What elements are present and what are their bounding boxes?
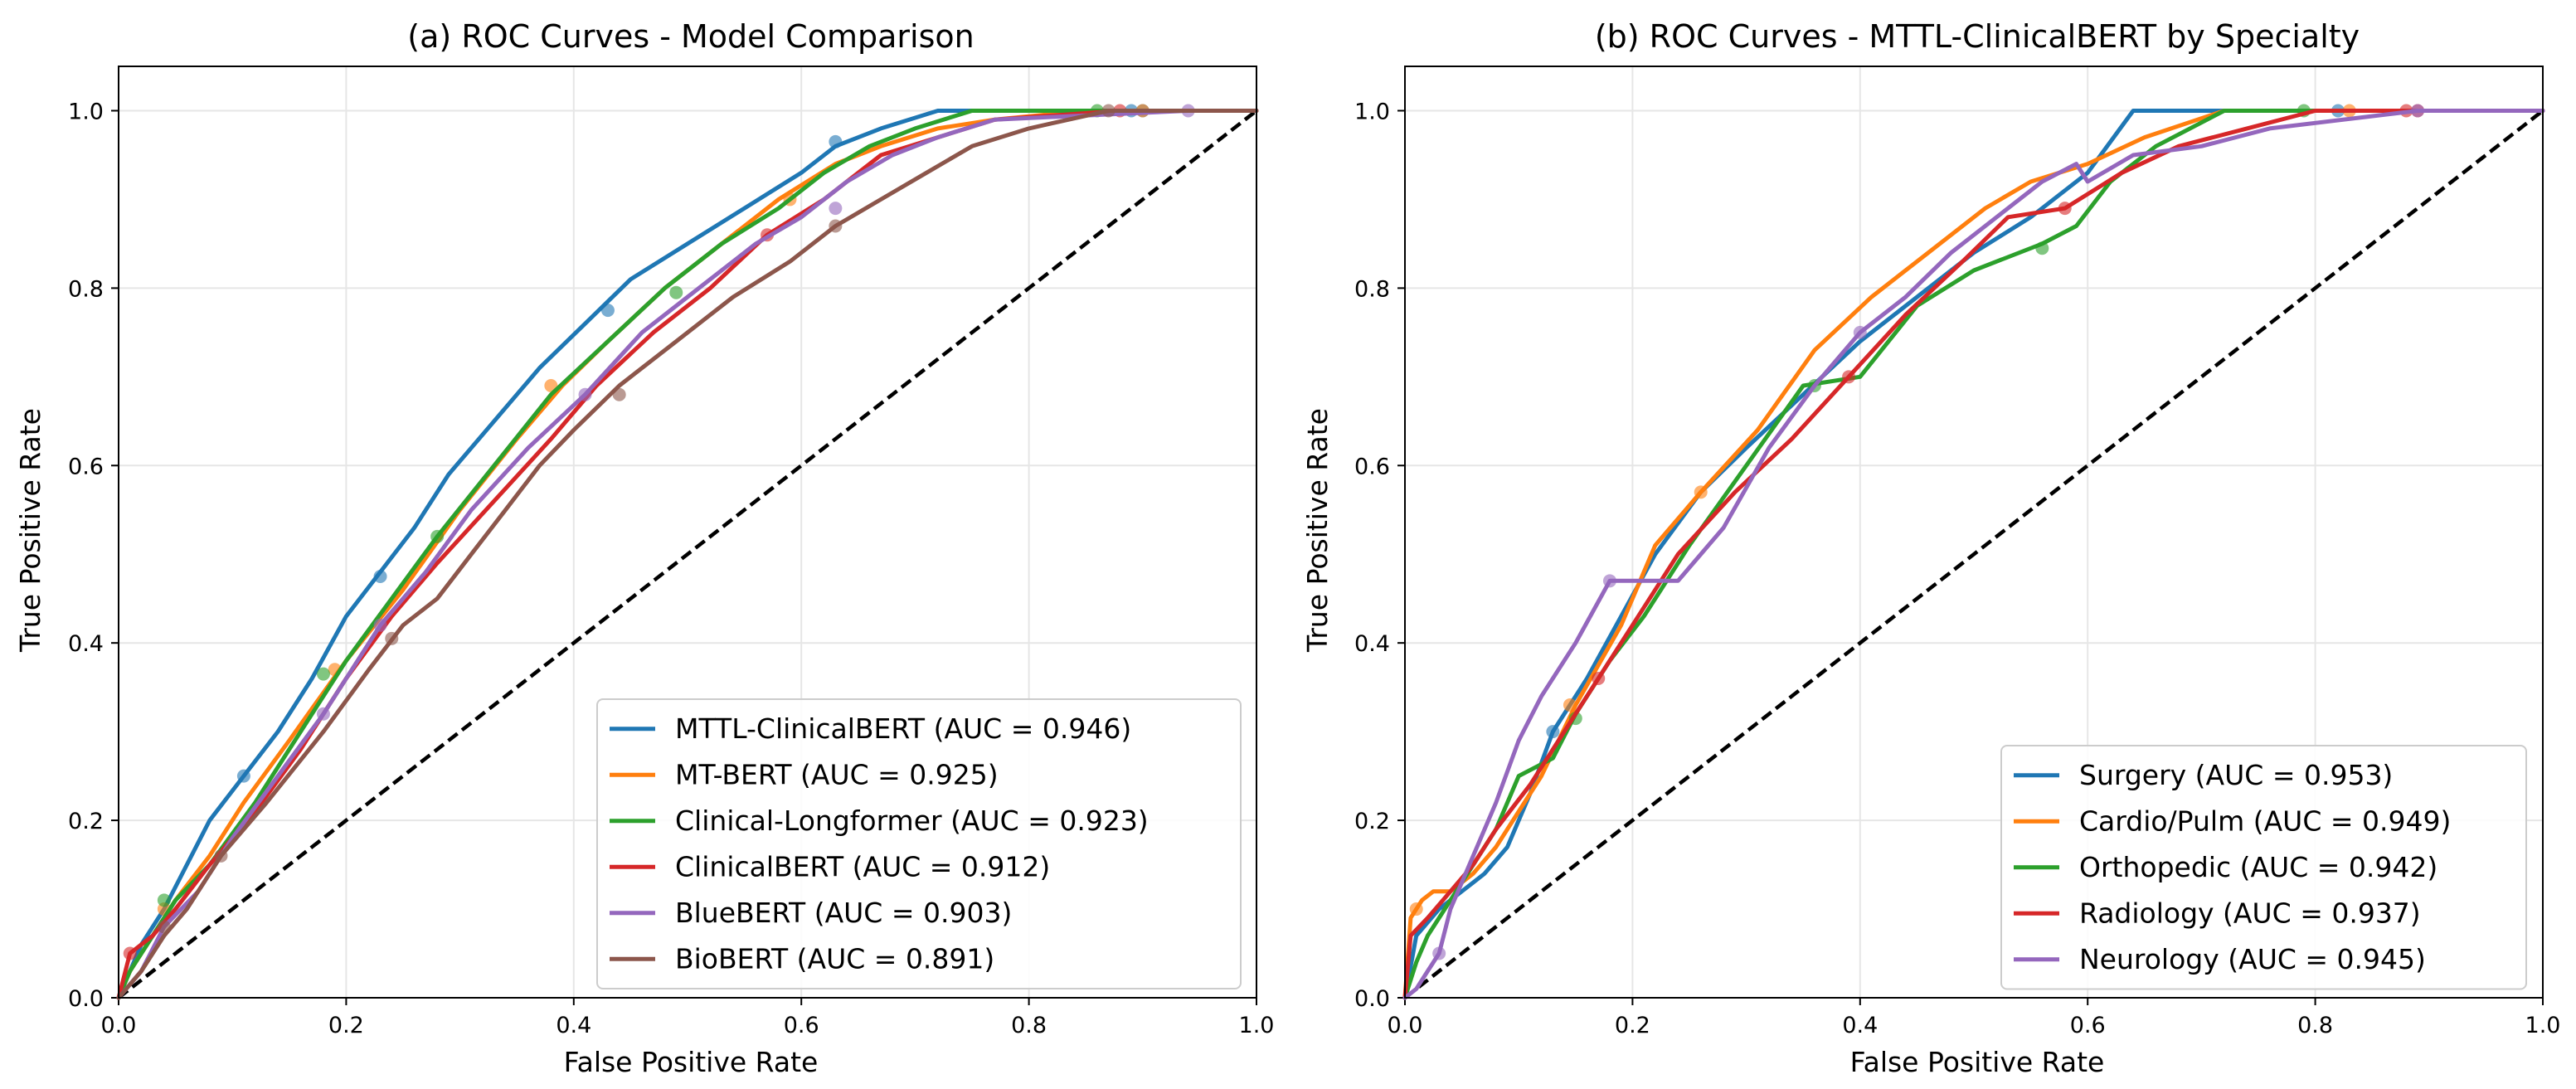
panel-a-series-2-threshold-point-1 [316,667,330,681]
panel-b-xtick-label-0.2: 0.2 [1615,1013,1650,1038]
panel-a-x-axis-label: False Positive Rate [564,1046,819,1078]
panel-a-series-line-0 [116,109,1259,1000]
panel-a-roc-model-comparison: (a) ROC Curves - Model Comparison 0.0 0.2… [14,18,1274,1078]
panel-a-ytick-label-1.0: 1.0 [68,99,104,124]
panel-a-series-0-threshold-point-2 [600,304,615,318]
panel-b-legend: Surgery (AUC = 0.953) Cardio/Pulm (AUC = … [2000,745,2527,990]
panel-a-series-5-threshold-point-4 [829,219,843,233]
panel-b-series-line-3 [1402,109,2545,1000]
panel-b-legend-label-2: Orthopedic (AUC = 0.942) [2079,851,2437,883]
panel-a-xtick-label-1.0: 1.0 [1239,1013,1275,1038]
panel-a-ytick-label-0.2: 0.2 [68,809,104,834]
panel-a-xtick-label-0.2: 0.2 [328,1013,364,1038]
panel-a-y-axis-label: True Positive Rate [14,408,46,653]
panel-a-xtick-label-0.4: 0.4 [556,1013,591,1038]
panel-a-series-0-threshold-point-0 [236,769,250,783]
panel-a-legend: MTTL-ClinicalBERT (AUC = 0.946) MT-BERT (… [596,698,1242,989]
panel-a-legend-box [596,698,1242,989]
panel-b-ytick-label-0.2: 0.2 [1354,809,1390,834]
panel-a-series-0-threshold-point-1 [373,569,387,583]
panel-a-series-5-threshold-point-0 [157,920,171,934]
panel-a-legend-label-0: MTTL-ClinicalBERT (AUC = 0.946) [675,712,1131,745]
panel-a-ytick-label-0.6: 0.6 [68,454,104,479]
panel-b-plot-area: 0.0 0.2 0.4 0.6 0.8 1.0 0.0 0.2 0.4 0.6 0.8 1.0 Surg… [1354,66,2560,1038]
panel-a-axes-frame [118,66,1257,999]
panel-b-y-axis-label: True Positive Rate [1301,408,1334,653]
panel-a-series-0-threshold-point-3 [829,134,843,148]
panel-b-legend-label-3: Radiology (AUC = 0.937) [2079,897,2421,929]
panel-b-xtick-label-0.8: 0.8 [2297,1013,2333,1038]
panel-a-series-2-threshold-point-3 [669,285,683,299]
panel-a-series-line-3 [116,109,1259,1000]
panel-b-series-1-threshold-point-1 [1563,698,1577,712]
panel-a-legend-label-4: BlueBERT (AUC = 0.903) [675,897,1012,929]
panel-b-series-4-threshold-point-1 [1602,574,1616,588]
panel-b-series-1-threshold-point-2 [1694,485,1708,499]
panel-b-legend-label-1: Cardio/Pulm (AUC = 0.949) [2079,805,2451,837]
panel-a-series-5-threshold-point-5 [1101,104,1115,118]
panel-a-title: (a) ROC Curves - Model Comparison [407,18,974,55]
panel-b-axes-frame [1404,66,2544,999]
panel-b-series-4-threshold-point-0 [1432,946,1446,960]
panel-b-series-2-threshold-point-2 [2035,241,2049,255]
panel-b-series-4-threshold-point-3 [2411,104,2425,118]
panel-a-legend-label-2: Clinical-Longformer (AUC = 0.923) [675,805,1149,837]
panel-b-ticks: 0.0 0.2 0.4 0.6 0.8 1.0 0.0 0.2 0.4 0.6 0.8 1.0 [1354,99,2560,1038]
panel-a-legend-label-3: ClinicalBERT (AUC = 0.912) [675,850,1050,882]
panel-b-xtick-label-0.6: 0.6 [2070,1013,2106,1038]
panel-b-legend-label-0: Surgery (AUC = 0.953) [2079,759,2393,791]
panel-b-xtick-label-1.0: 1.0 [2525,1013,2561,1038]
panel-a-ytick-label-0.0: 0.0 [68,986,104,1012]
panel-b-x-axis-label: False Positive Rate [1850,1046,2105,1078]
panel-b-legend-label-4: Neurology (AUC = 0.945) [2079,943,2426,975]
panel-a-xtick-label-0.6: 0.6 [784,1013,819,1038]
panel-a-random-classifier-diagonal [117,109,1258,999]
panel-a-series-4-threshold-point-0 [316,707,330,721]
panel-b-legend-box [2000,745,2527,990]
panel-b-ytick-label-1.0: 1.0 [1354,99,1390,124]
panel-a-ticks: 0.0 0.2 0.4 0.6 0.8 1.0 0.0 0.2 0.4 0.6 0.8 1.0 [68,99,1274,1038]
panel-a-plot-area: 0.0 0.2 0.4 0.6 0.8 1.0 0.0 0.2 0.4 0.6 0.8 1.0 MTTL… [68,66,1274,1038]
panel-b-title: (b) ROC Curves - MTTL-ClinicalBERT by Sp… [1595,18,2360,55]
panel-a-ytick-label-0.4: 0.4 [68,631,104,657]
panel-a-series-line-2 [116,109,1259,1000]
panel-a-series-4-threshold-point-1 [373,618,387,632]
panel-a-legend-label-1: MT-BERT (AUC = 0.925) [675,758,999,790]
panel-a-series-2-threshold-point-0 [157,893,171,907]
panel-b-roc-by-specialty: (b) ROC Curves - MTTL-ClinicalBERT by Sp… [1301,18,2560,1078]
panel-a-xtick-label-0.8: 0.8 [1011,1013,1047,1038]
panel-a-series-5 [116,104,1259,1000]
panel-a-series-2-threshold-point-2 [430,529,445,543]
panel-b-random-classifier-diagonal [1403,109,2544,999]
panel-a-xtick-label-0.0: 0.0 [101,1013,137,1038]
panel-a-ytick-label-0.8: 0.8 [68,276,104,302]
panel-b-xtick-label-0.0: 0.0 [1388,1013,1423,1038]
panel-a-series-5-threshold-point-1 [214,848,228,863]
panel-b-ytick-label-0.4: 0.4 [1354,631,1390,657]
panel-a-series-5-threshold-point-3 [612,387,626,401]
panel-a-legend-label-5: BioBERT (AUC = 0.891) [675,942,994,975]
panel-b-series-3-threshold-point-1 [1842,370,1856,384]
panel-b-series-4-threshold-point-2 [1853,325,1867,339]
panel-a-series-5-threshold-point-2 [385,631,399,645]
panel-b-series-3-threshold-point-0 [1592,671,1606,685]
panel-b-xtick-label-0.4: 0.4 [1842,1013,1878,1038]
panel-b-series-1-threshold-point-0 [1409,902,1423,916]
panel-a-series-3-threshold-point-0 [123,946,137,960]
panel-b-ytick-label-0.6: 0.6 [1354,454,1390,479]
panel-b-ytick-label-0.0: 0.0 [1354,986,1390,1012]
panel-b-series-4 [1402,104,2545,1000]
panel-b-series-line-4 [1402,109,2545,1000]
panel-b-series-3-threshold-point-2 [2058,202,2072,216]
panel-a-series-4-threshold-point-3 [829,202,843,216]
panel-b-ytick-label-0.8: 0.8 [1354,276,1390,302]
panel-a-series-4-threshold-point-2 [578,387,592,401]
panel-b-series-0-threshold-point-0 [1546,725,1560,739]
